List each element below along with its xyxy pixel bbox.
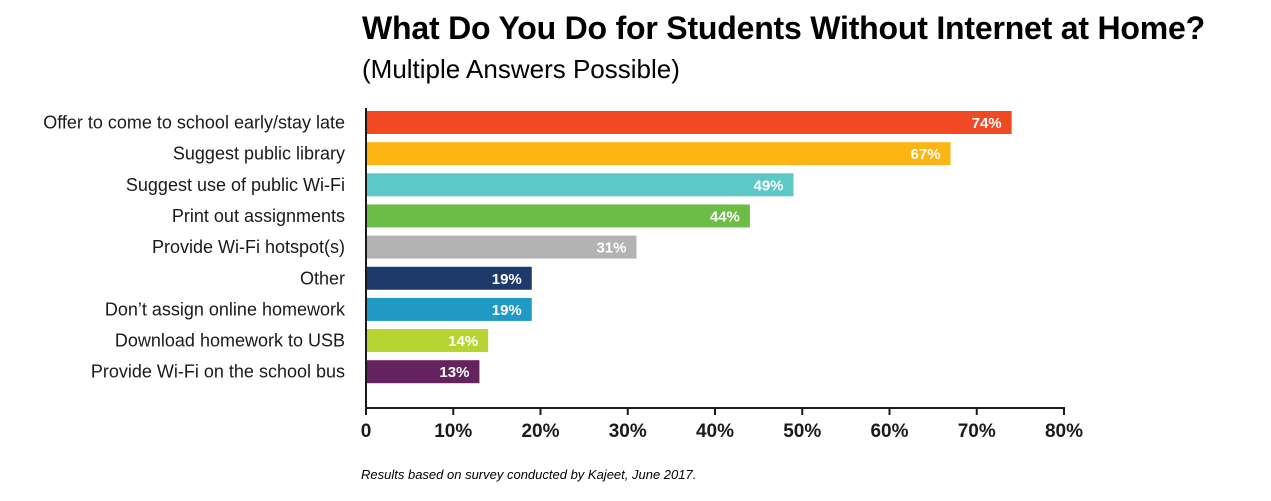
x-tick-label: 0 (361, 421, 372, 442)
data-label: 14% (448, 333, 478, 350)
bar (367, 266, 532, 290)
x-tick-label: 60% (870, 421, 908, 442)
data-label: 13% (439, 364, 469, 381)
category-label: Offer to come to school early/stay late (43, 113, 345, 133)
bar (367, 235, 637, 259)
x-tick-label: 40% (696, 421, 734, 442)
category-label: Suggest use of public Wi-Fi (126, 175, 345, 195)
bar (367, 111, 1012, 134)
category-label: Suggest public library (173, 144, 345, 164)
category-label: Download homework to USB (115, 331, 345, 351)
data-label: 67% (911, 146, 941, 163)
x-tick-label: 30% (609, 421, 647, 442)
category-label: Don’t assign online homework (105, 299, 346, 319)
data-label: 74% (972, 115, 1002, 132)
x-tick-label: 10% (434, 421, 472, 442)
bar (367, 173, 794, 197)
category-label: Print out assignments (172, 206, 345, 226)
chart-subtitle: (Multiple Answers Possible) (362, 54, 680, 84)
source-footnote: Results based on survey conducted by Kaj… (361, 467, 697, 482)
bar (367, 204, 750, 228)
bar (367, 142, 951, 166)
data-label: 44% (710, 208, 740, 225)
bar (367, 360, 480, 384)
x-tick-label: 50% (783, 421, 821, 442)
category-label: Provide Wi-Fi on the school bus (91, 362, 345, 382)
data-label: 19% (492, 302, 522, 319)
data-label: 31% (596, 240, 626, 257)
bar (367, 329, 489, 353)
x-tick-label: 80% (1045, 421, 1083, 442)
x-tick-label: 70% (958, 421, 996, 442)
bar (367, 297, 532, 321)
chart-title: What Do You Do for Students Without Inte… (362, 10, 1205, 46)
data-label: 49% (753, 177, 783, 194)
data-label: 19% (492, 271, 522, 288)
x-tick-label: 20% (521, 421, 559, 442)
category-label: Other (300, 268, 345, 288)
category-label: Provide Wi-Fi hotspot(s) (152, 237, 345, 257)
